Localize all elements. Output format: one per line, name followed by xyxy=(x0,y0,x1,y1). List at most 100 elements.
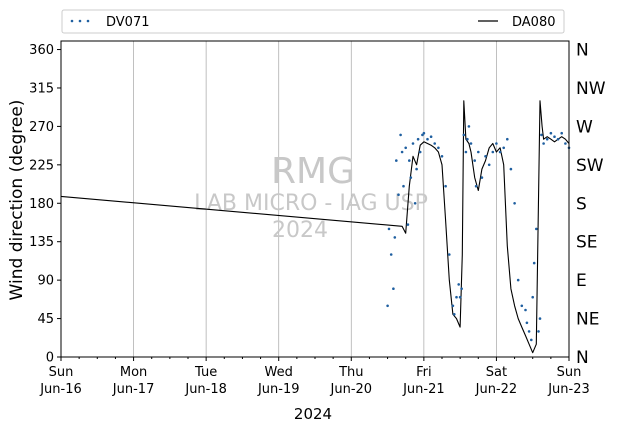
dv071-point xyxy=(535,227,538,231)
dv071-point xyxy=(527,330,531,333)
dv071-point xyxy=(422,131,426,135)
y-axis: 0 45 90 135 180 225 270 315 360 xyxy=(29,43,61,366)
dv071-point xyxy=(458,295,462,299)
x-tick-label-day: Sun xyxy=(557,365,582,380)
dv071-point xyxy=(491,150,495,154)
dv071-point xyxy=(549,131,553,135)
x-tick-label-date: Jun-20 xyxy=(330,382,373,397)
dv071-point xyxy=(393,236,397,239)
dv071-point xyxy=(545,137,549,141)
dv071-point xyxy=(404,146,408,150)
y-tick-label: 0 xyxy=(46,351,54,366)
dv071-point xyxy=(484,155,487,158)
x-axis: Sun Jun-16 Mon Jun-17 Tue Jun-18 Wed Jun-19 Thu J… xyxy=(39,357,590,397)
dv071-point xyxy=(480,176,484,179)
legend-dot xyxy=(70,19,74,23)
compass-label: NW xyxy=(576,79,606,99)
dv071-point xyxy=(426,137,429,141)
compass-label: SE xyxy=(576,233,598,253)
x-tick-label-date: Jun-17 xyxy=(112,382,155,397)
dv071-point xyxy=(525,321,529,325)
y-axis-title: Wind direction (degree) xyxy=(7,100,27,301)
dv071-point xyxy=(402,184,405,188)
dv071-point xyxy=(409,176,413,179)
dv071-point xyxy=(429,135,433,138)
series-dv071 xyxy=(386,125,571,342)
legend-dot xyxy=(78,19,82,23)
compass-label: N xyxy=(576,41,589,61)
dv071-point xyxy=(399,133,402,137)
dv071-point xyxy=(524,308,527,312)
dv071-point xyxy=(421,133,424,137)
dv071-point xyxy=(392,287,395,291)
dv071-point xyxy=(553,135,556,138)
dv071-point xyxy=(564,142,567,145)
watermark-line1: RMG xyxy=(271,151,355,192)
vertical-gridlines xyxy=(133,41,497,357)
x-tick-label-day: Mon xyxy=(120,365,147,380)
legend-frame xyxy=(61,9,565,34)
x-tick-label-date: Jun-19 xyxy=(257,382,300,397)
watermark: RMG LAB MICRO - IAG USP 2024 xyxy=(194,151,428,243)
x-tick-label-day: Sat xyxy=(486,365,507,380)
y-tick-label: 270 xyxy=(29,120,54,135)
dv071-point xyxy=(433,142,437,145)
y-tick-label: 45 xyxy=(37,312,54,327)
compass-label: N xyxy=(576,348,589,368)
dv071-point xyxy=(498,150,502,154)
dv071-point xyxy=(477,150,480,154)
x-tick-label-date: Jun-18 xyxy=(184,382,227,397)
dv071-point xyxy=(455,295,458,299)
dv071-point xyxy=(469,142,473,145)
x-tick-label-date: Jun-23 xyxy=(547,382,590,397)
legend-dot xyxy=(86,19,90,23)
legend-dv071-label: DV071 xyxy=(106,15,150,30)
dv071-point xyxy=(395,159,398,162)
compass-label: SW xyxy=(576,156,604,176)
x-tick-label-day: Thu xyxy=(338,365,363,380)
compass-label: W xyxy=(576,117,593,137)
dv071-point xyxy=(451,304,455,308)
dv071-point xyxy=(556,137,560,141)
dv071-point xyxy=(530,338,533,342)
plot-area: RMG LAB MICRO - IAG USP 2024 xyxy=(60,40,571,358)
dv071-point xyxy=(462,133,466,137)
x-tick-label-day: Sun xyxy=(49,365,74,380)
dv071-point xyxy=(418,150,422,154)
x-tick-label-date: Jun-22 xyxy=(475,382,518,397)
y-tick-label: 90 xyxy=(37,274,54,289)
dv071-point xyxy=(474,184,478,188)
dv071-point xyxy=(389,253,393,256)
da080-line xyxy=(60,100,570,354)
dv071-point xyxy=(502,146,506,150)
series-da080 xyxy=(60,100,570,354)
dv071-point xyxy=(453,313,456,316)
dv071-point xyxy=(437,146,440,150)
dv071-point xyxy=(448,253,451,256)
dv071-point xyxy=(397,193,400,196)
dv071-point xyxy=(413,202,417,205)
dv071-point xyxy=(400,150,404,154)
watermark-line3: 2024 xyxy=(272,218,328,243)
x-tick-label-day: Tue xyxy=(194,365,217,380)
dv071-point xyxy=(532,261,536,265)
dv071-point xyxy=(516,278,520,282)
dv071-point xyxy=(520,304,524,308)
dv071-point xyxy=(466,137,469,141)
dv071-point xyxy=(440,155,444,158)
dv071-point xyxy=(408,159,411,162)
x-tick-label-day: Wed xyxy=(265,365,293,380)
x-tick-label-date: Jun-21 xyxy=(402,382,445,397)
y-tick-label: 360 xyxy=(29,43,54,58)
dv071-point xyxy=(487,163,491,167)
x-axis-title: 2024 xyxy=(294,405,332,423)
x-tick-label-date: Jun-16 xyxy=(39,382,82,397)
dv071-point xyxy=(387,227,391,231)
watermark-line2: LAB MICRO - IAG USP xyxy=(194,191,428,216)
compass-label: S xyxy=(576,194,587,214)
dv071-point xyxy=(460,287,463,291)
dv071-point xyxy=(542,142,545,145)
legend: DV071 DA080 xyxy=(61,9,565,34)
dv071-point xyxy=(506,137,509,141)
